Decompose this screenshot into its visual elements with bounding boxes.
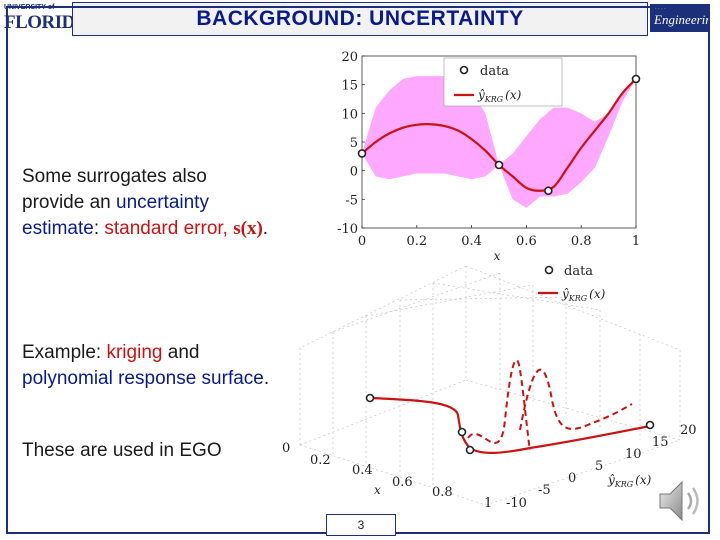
p1-after: . xyxy=(262,218,269,239)
engineering-logo-small-text: · · · · xyxy=(655,6,666,12)
page-number-box: 3 xyxy=(326,514,396,536)
p1-math-sx: s(x) xyxy=(233,218,263,239)
paragraph-ego: These are used in EGO xyxy=(22,438,272,464)
slide-title: BACKGROUND: UNCERTAINTY xyxy=(196,7,524,30)
page-number: 3 xyxy=(357,518,365,532)
p1-mid: : xyxy=(93,218,105,239)
uf-logo-main-text: FLORIDA xyxy=(4,12,89,33)
p2-polynomial-response-surface: polynomial response surface xyxy=(22,368,264,389)
p2-kriging: kriging xyxy=(106,342,163,363)
paragraph-example: Example: kriging and polynomial response… xyxy=(22,340,272,392)
p1-standard-error: standard error, xyxy=(104,218,234,239)
p2-before: Example: xyxy=(22,342,107,363)
p3-text: These are used in EGO xyxy=(22,440,222,461)
engineering-logo: · · · · Engineering xyxy=(650,4,718,32)
paragraph-uncertainty: Some surrogates also provide an uncertai… xyxy=(22,164,272,242)
p2-after: . xyxy=(263,368,270,389)
speaker-icon[interactable] xyxy=(654,476,708,526)
p1-before: Some surrogates also provide an xyxy=(22,166,207,213)
p2-mid: and xyxy=(162,342,200,363)
p1-uncertainty-estimate: uncertainty estimate xyxy=(22,192,209,239)
engineering-logo-main-text: Engineering xyxy=(654,12,719,27)
